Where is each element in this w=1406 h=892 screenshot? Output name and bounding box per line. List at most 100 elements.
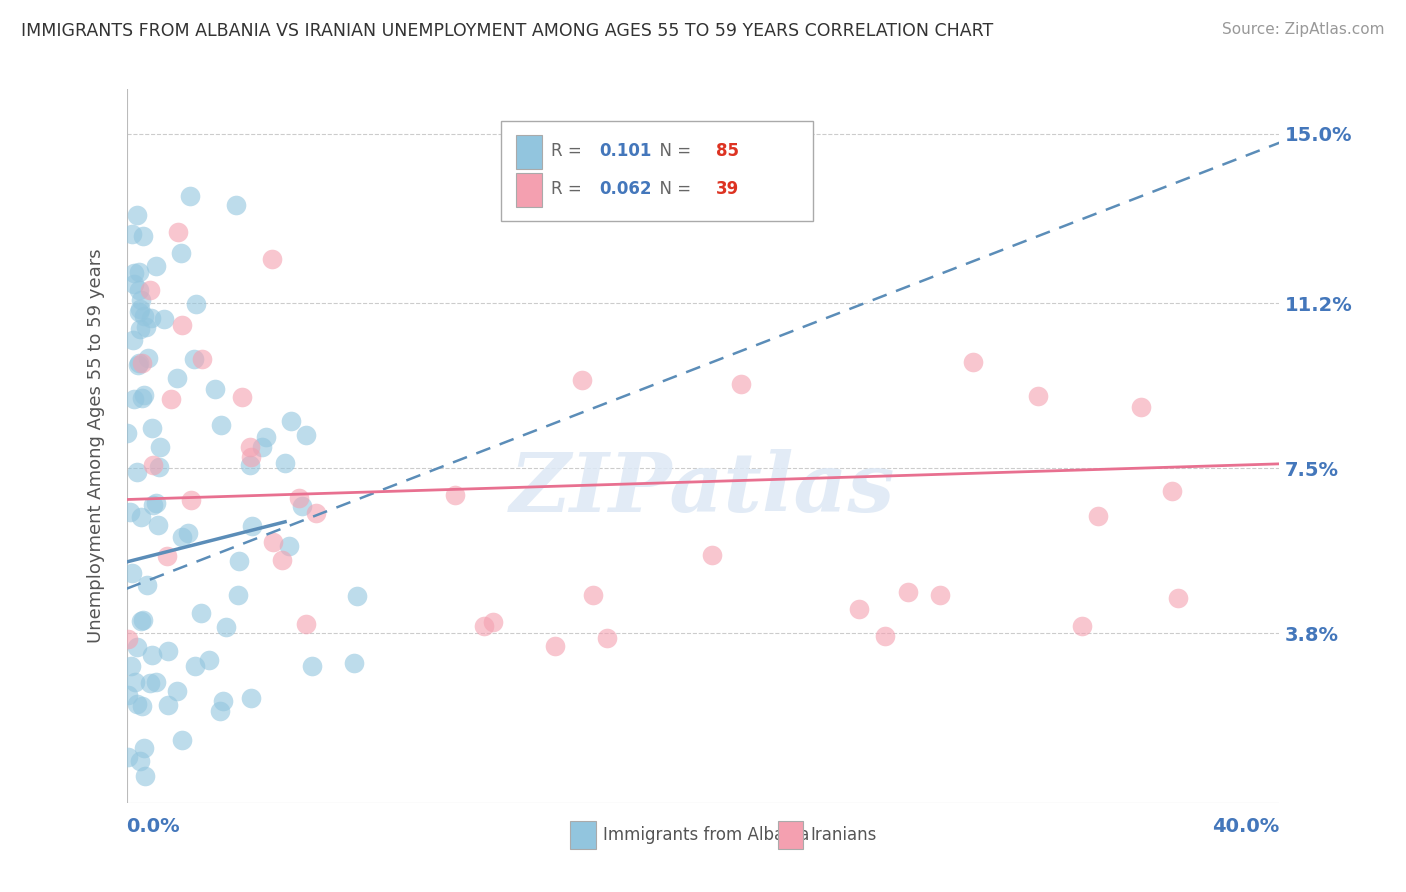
Point	[132, 741, 155, 756]
Point	[134, 310, 156, 324]
Point	[346, 590, 368, 604]
Point	[136, 351, 159, 366]
Point	[131, 392, 153, 406]
Point	[596, 631, 619, 645]
Point	[120, 659, 142, 673]
Point	[142, 498, 165, 512]
Point	[179, 189, 201, 203]
Point	[170, 318, 193, 332]
Point	[184, 658, 207, 673]
Point	[1161, 484, 1184, 499]
Point	[167, 225, 190, 239]
Point	[897, 585, 920, 599]
Point	[141, 421, 163, 435]
Point	[129, 302, 152, 317]
Point	[157, 643, 180, 657]
Point	[231, 390, 253, 404]
Text: Immigrants from Albania: Immigrants from Albania	[603, 826, 808, 844]
Point	[190, 606, 212, 620]
Bar	[571, 821, 596, 849]
Point	[122, 266, 145, 280]
Point	[128, 265, 150, 279]
Bar	[516, 135, 541, 169]
Point	[145, 496, 167, 510]
Point	[240, 690, 263, 705]
Text: Iranians: Iranians	[810, 826, 876, 844]
Point	[124, 675, 146, 690]
Point	[582, 588, 605, 602]
Point	[141, 648, 163, 662]
Point	[145, 259, 167, 273]
Point	[129, 510, 152, 524]
Text: N =: N =	[648, 143, 696, 161]
Point	[288, 491, 311, 505]
Point	[127, 208, 149, 222]
Point	[129, 754, 152, 768]
Point	[204, 382, 226, 396]
Point	[190, 351, 212, 366]
Point	[342, 656, 364, 670]
Point	[184, 297, 207, 311]
Point	[1070, 619, 1092, 633]
Point	[962, 354, 984, 368]
Point	[141, 311, 163, 326]
Point	[121, 333, 143, 347]
Point	[571, 373, 593, 387]
Point	[170, 733, 193, 747]
Point	[277, 539, 299, 553]
Point	[117, 688, 139, 702]
Point	[121, 227, 143, 242]
Point	[875, 629, 897, 643]
Point	[730, 376, 752, 391]
Point	[170, 246, 193, 260]
Point	[128, 356, 150, 370]
Point	[131, 356, 153, 370]
Point	[211, 694, 233, 708]
Bar	[516, 173, 541, 207]
Text: 85: 85	[716, 143, 738, 161]
Text: 0.0%: 0.0%	[127, 817, 180, 836]
Point	[198, 653, 221, 667]
Point	[700, 548, 723, 562]
Y-axis label: Unemployment Among Ages 55 to 59 years: Unemployment Among Ages 55 to 59 years	[87, 249, 105, 643]
Point	[170, 530, 193, 544]
Point	[153, 311, 176, 326]
Point	[228, 554, 250, 568]
Point	[118, 505, 141, 519]
Point	[262, 535, 284, 549]
Text: 40.0%: 40.0%	[1212, 817, 1279, 836]
Point	[280, 414, 302, 428]
Point	[215, 620, 238, 634]
Point	[131, 229, 153, 244]
Point	[444, 488, 467, 502]
Point	[129, 615, 152, 629]
Point	[136, 577, 159, 591]
Point	[117, 632, 139, 646]
Point	[262, 252, 284, 267]
Point	[146, 517, 169, 532]
Point	[128, 305, 150, 319]
Point	[294, 616, 316, 631]
Text: R =: R =	[551, 180, 586, 198]
Point	[544, 640, 567, 654]
Text: IMMIGRANTS FROM ALBANIA VS IRANIAN UNEMPLOYMENT AMONG AGES 55 TO 59 YEARS CORREL: IMMIGRANTS FROM ALBANIA VS IRANIAN UNEMP…	[21, 22, 994, 40]
Point	[128, 322, 150, 336]
Point	[139, 676, 162, 690]
Point	[127, 640, 149, 654]
Point	[1130, 400, 1153, 414]
Point	[124, 392, 146, 406]
Point	[848, 602, 870, 616]
Point	[254, 430, 277, 444]
Point	[239, 458, 262, 472]
Point	[226, 588, 249, 602]
Point	[121, 566, 143, 581]
Point	[240, 519, 263, 533]
Point	[128, 284, 150, 298]
Point	[225, 198, 247, 212]
Text: 39: 39	[716, 180, 740, 198]
Point	[208, 704, 231, 718]
Point	[149, 440, 172, 454]
Point	[122, 277, 145, 291]
Point	[160, 392, 183, 407]
Point	[115, 425, 138, 440]
